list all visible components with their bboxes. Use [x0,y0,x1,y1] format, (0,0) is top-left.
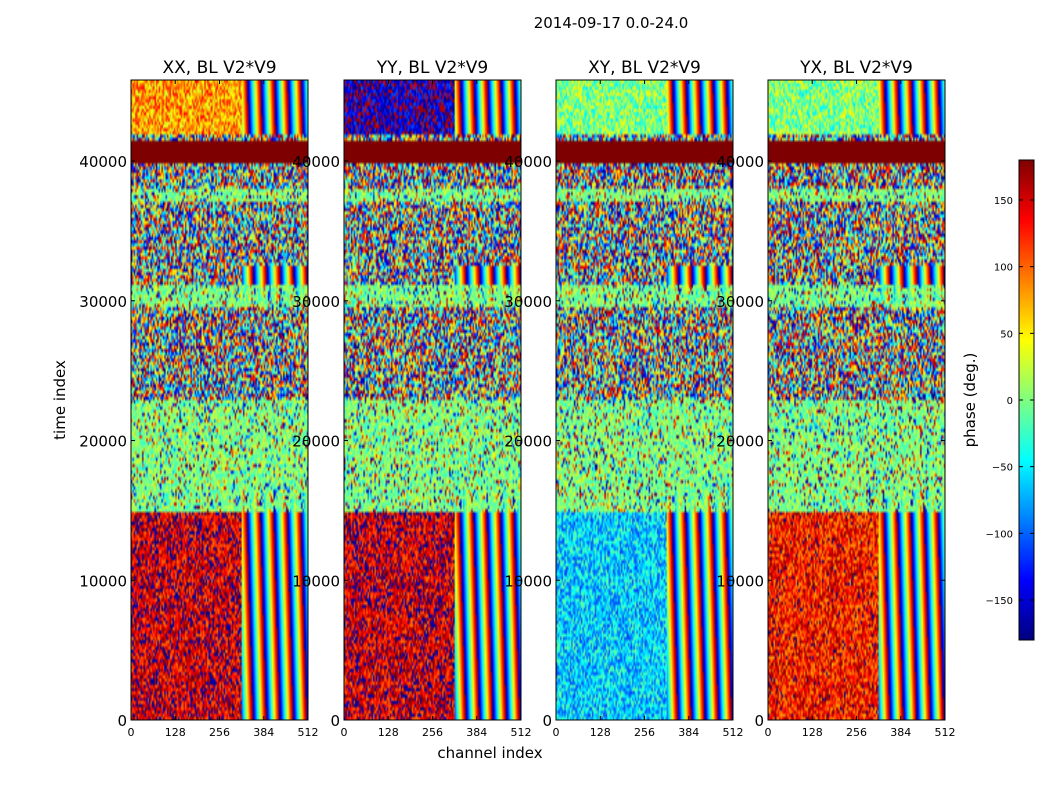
x-tick-label: 256 [634,726,655,739]
panel-1: YY, BL V2*V9 0 128 256 384 512 0 10000 20000 3000… [292,58,531,739]
y-tick-label: 10000 [79,572,127,590]
panel-title: YX, BL V2*V9 [799,58,913,78]
x-tick-label: 128 [165,726,186,739]
x-tick-label: 512 [511,726,532,739]
y-tick-label: 20000 [292,433,340,451]
y-tick-label: 0 [542,712,552,730]
heatmap-image-2 [556,80,733,720]
y-tick-label: 10000 [504,572,552,590]
x-tick-label: 512 [723,726,744,739]
panels-group: XX, BL V2*V9 0 128 256 384 512 0 10000 20000 3000… [79,58,955,739]
x-tick-label: 0 [765,726,772,739]
y-tick-label: 20000 [79,433,127,451]
panel-title: YY, BL V2*V9 [376,58,489,78]
panel-title: XY, BL V2*V9 [588,58,701,78]
y-tick-label: 30000 [79,293,127,311]
heatmap-image-0 [131,80,308,720]
y-tick-label: 20000 [716,433,764,451]
colorbar-tick-label: −50 [992,463,1013,474]
y-tick-label: 40000 [292,153,340,171]
x-tick-label: 128 [378,726,399,739]
x-tick-label: 128 [590,726,611,739]
x-tick-label: 384 [678,726,699,739]
x-tick-label: 512 [298,726,319,739]
heatmap-image-3 [768,80,945,720]
y-tick-label: 0 [117,712,127,730]
y-tick-label: 30000 [292,293,340,311]
x-tick-label: 128 [802,726,823,739]
y-tick-label: 10000 [292,572,340,590]
y-tick-label: 40000 [79,153,127,171]
y-tick-label: 40000 [504,153,552,171]
colorbar-tick-label: 100 [994,263,1013,274]
colorbar-tick-label: 150 [994,196,1013,207]
x-axis-label: channel index [437,744,542,762]
heatmap-image-1 [344,80,521,720]
colorbar-tick-label: −100 [986,529,1013,540]
y-tick-label: 10000 [716,572,764,590]
x-tick-label: 0 [341,726,348,739]
y-tick-label: 20000 [504,433,552,451]
x-tick-label: 384 [466,726,487,739]
figure-title: 2014-09-17 0.0-24.0 [534,14,689,32]
x-tick-label: 256 [209,726,230,739]
y-tick-label: 30000 [716,293,764,311]
x-tick-label: 256 [846,726,867,739]
y-tick-label: 30000 [504,293,552,311]
panel-2: XY, BL V2*V9 0 128 256 384 512 0 10000 20000 3000… [504,58,743,739]
colorbar: 150 100 50 0 −50 −100 −150 [986,159,1035,641]
y-tick-label: 0 [330,712,340,730]
x-tick-label: 0 [553,726,560,739]
x-tick-label: 384 [890,726,911,739]
panel-title: XX, BL V2*V9 [162,58,276,78]
x-tick-label: 256 [422,726,443,739]
colorbar-tick-label: −150 [986,596,1013,607]
x-tick-label: 0 [128,726,135,739]
y-tick-label: 0 [754,712,764,730]
y-tick-label: 40000 [716,153,764,171]
colorbar-tick-label: 50 [1000,329,1013,340]
x-tick-label: 384 [253,726,274,739]
x-tick-label: 512 [935,726,956,739]
panel-3: YX, BL V2*V9 0 128 256 384 512 0 10000 20000 3000… [716,58,955,739]
panel-0: XX, BL V2*V9 0 128 256 384 512 0 10000 20000 3000… [79,58,318,739]
colorbar-tick-label: 0 [1007,396,1013,407]
colorbar-label: phase (deg.) [961,353,979,448]
y-axis-label: time index [51,360,69,440]
